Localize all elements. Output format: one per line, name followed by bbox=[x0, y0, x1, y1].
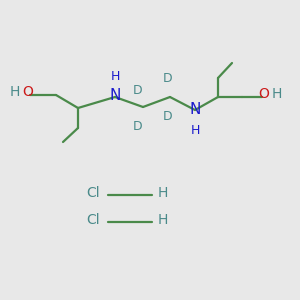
Text: H: H bbox=[272, 87, 282, 101]
Text: O: O bbox=[258, 87, 269, 101]
Text: N: N bbox=[109, 88, 121, 104]
Text: H: H bbox=[10, 85, 20, 99]
Text: H: H bbox=[158, 213, 168, 227]
Text: Cl: Cl bbox=[86, 213, 100, 227]
Text: D: D bbox=[163, 110, 173, 123]
Text: H: H bbox=[158, 186, 168, 200]
Text: O: O bbox=[22, 85, 33, 99]
Text: D: D bbox=[133, 120, 143, 133]
Text: D: D bbox=[163, 72, 173, 85]
Text: H: H bbox=[190, 124, 200, 137]
Text: Cl: Cl bbox=[86, 186, 100, 200]
Text: D: D bbox=[133, 84, 143, 97]
Text: N: N bbox=[189, 103, 201, 118]
Text: H: H bbox=[110, 70, 120, 83]
